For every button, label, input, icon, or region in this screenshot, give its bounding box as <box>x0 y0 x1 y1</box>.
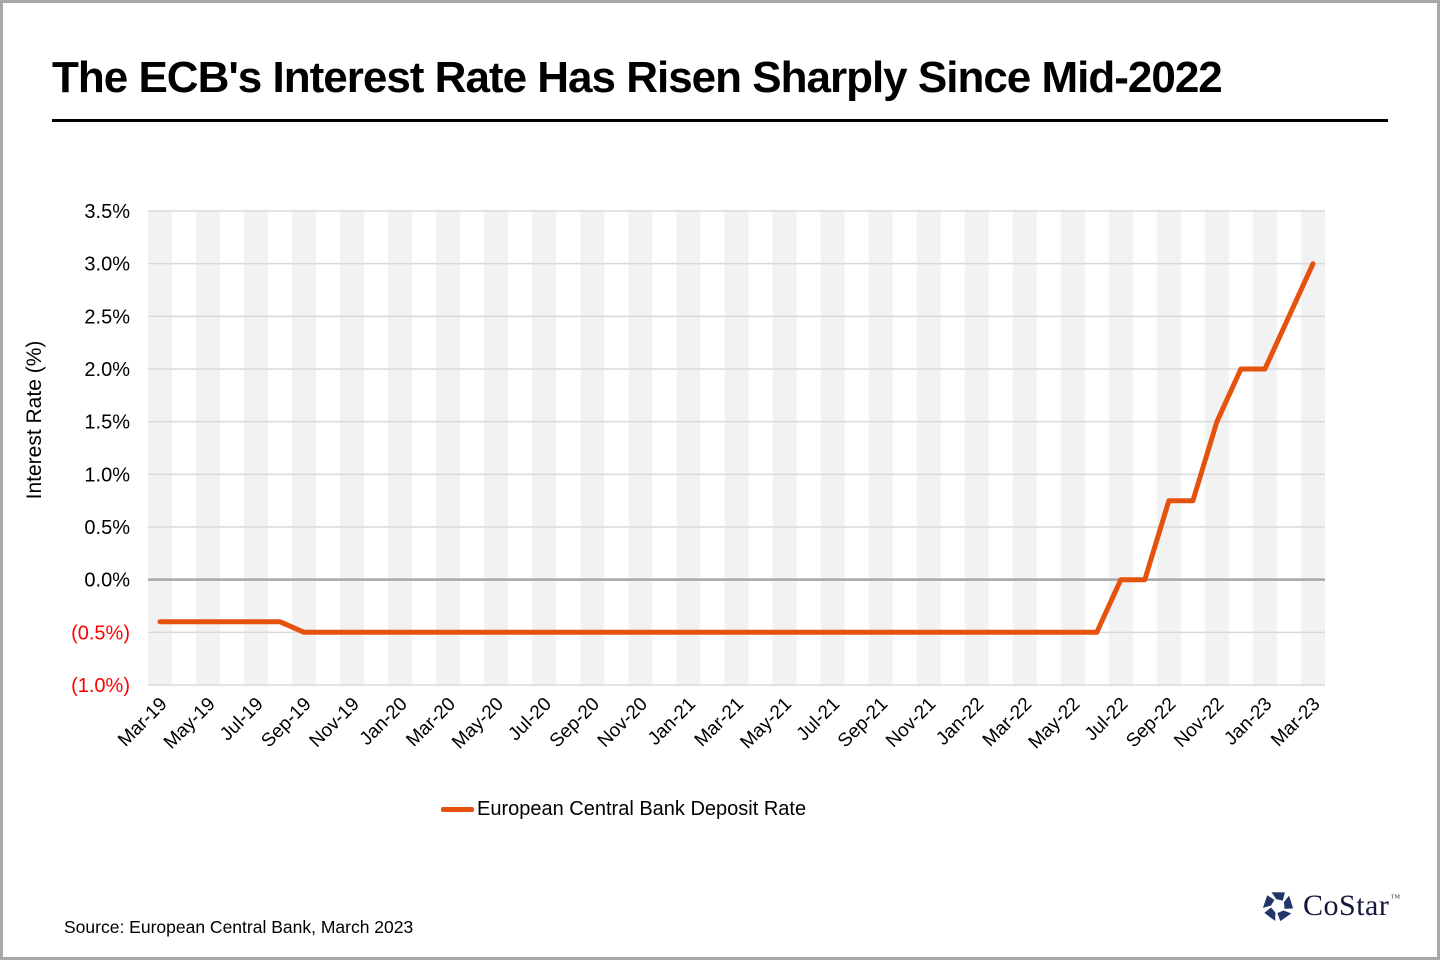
costar-logo: CoStar™ <box>1259 887 1401 925</box>
month-band <box>388 211 413 685</box>
legend: European Central Bank Deposit Rate <box>441 798 806 821</box>
x-tick-label: Mar-23 <box>1267 694 1324 751</box>
y-tick-label: 3.5% <box>84 201 130 223</box>
x-tick-label: May-21 <box>736 694 796 754</box>
month-band <box>340 211 365 685</box>
legend-line-swatch <box>441 807 474 812</box>
y-tick-label: 0.0% <box>84 570 130 592</box>
costar-tm-mark: ™ <box>1390 893 1401 904</box>
costar-logo-text: CoStar™ <box>1303 889 1401 923</box>
month-band <box>292 211 317 685</box>
y-tick-label: 1.0% <box>84 464 130 486</box>
month-band <box>1108 211 1133 685</box>
month-band <box>724 211 749 685</box>
y-tick-label: 2.0% <box>84 359 130 381</box>
x-tick-label: Sep-19 <box>257 694 315 752</box>
x-tick-label: May-22 <box>1025 694 1085 754</box>
month-band <box>148 211 172 685</box>
month-band <box>628 211 653 685</box>
month-band <box>820 211 845 685</box>
y-tick-label: (1.0%) <box>71 675 130 697</box>
month-band <box>868 211 893 685</box>
x-tick-label: Sep-20 <box>546 694 604 752</box>
x-tick-label: Nov-20 <box>594 694 652 752</box>
x-tick-label: Nov-22 <box>1170 694 1228 752</box>
x-tick-label: May-20 <box>448 694 508 754</box>
month-band <box>1012 211 1037 685</box>
title-underline <box>52 119 1388 122</box>
costar-logo-icon <box>1262 892 1294 922</box>
y-tick-label: 0.5% <box>84 517 130 539</box>
month-band <box>244 211 269 685</box>
chart-title: The ECB's Interest Rate Has Risen Sharpl… <box>52 53 1223 102</box>
chart-plot-area: 3.5% 3.0% 2.5% 2.0% 1.5% 1.0% 0.5% 0.0% (0.5%) (1… <box>23 201 1325 754</box>
month-band <box>532 211 557 685</box>
month-band <box>916 211 941 685</box>
x-tick-label: Jan-22 <box>932 694 988 750</box>
x-tick-label: Jan-23 <box>1220 694 1276 750</box>
x-tick-label: Jan-21 <box>644 694 700 750</box>
deposit-rate-line <box>157 261 1316 635</box>
month-band <box>1060 211 1085 685</box>
y-tick-label: (0.5%) <box>71 622 130 644</box>
month-band <box>1252 211 1277 685</box>
month-band <box>436 211 461 685</box>
source-text: Source: European Central Bank, March 202… <box>64 917 414 937</box>
legend-label: European Central Bank Deposit Rate <box>477 798 807 820</box>
month-band <box>1156 211 1181 685</box>
y-axis-title: Interest Rate (%) <box>23 341 46 500</box>
costar-wordmark: CoStar <box>1303 889 1390 922</box>
month-band <box>676 211 701 685</box>
month-band <box>484 211 509 685</box>
x-tick-label: Nov-19 <box>306 694 364 752</box>
month-band <box>772 211 797 685</box>
y-tick-label: 1.5% <box>84 412 130 434</box>
x-tick-label: May-19 <box>160 694 220 754</box>
x-tick-label: Nov-21 <box>882 694 940 752</box>
month-band <box>1301 211 1325 685</box>
x-tick-label: Jan-20 <box>356 694 412 750</box>
month-band <box>964 211 989 685</box>
y-tick-label: 2.5% <box>84 306 130 328</box>
y-tick-label: 3.0% <box>84 254 130 276</box>
x-tick-label: Sep-21 <box>834 694 892 752</box>
x-tick-label: Sep-22 <box>1122 694 1180 752</box>
month-band <box>580 211 605 685</box>
month-band <box>196 211 220 685</box>
